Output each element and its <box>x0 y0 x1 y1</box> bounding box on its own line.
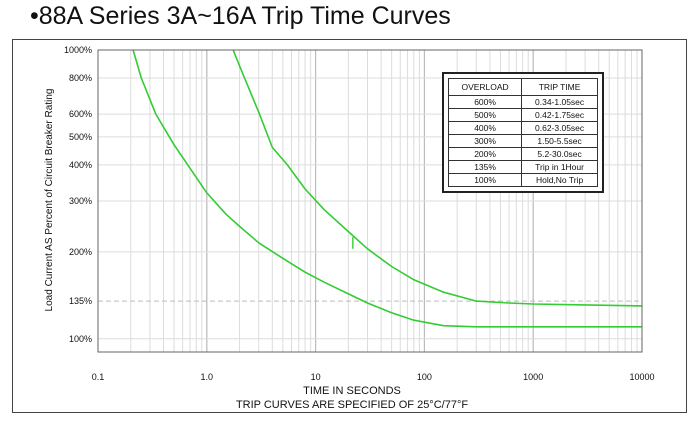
trip-time-table: OVERLOAD TRIP TIME 600% 0.34-1.05sec 500%… <box>442 72 604 193</box>
y-tick-label: 600% <box>69 109 92 119</box>
x-tick-label: 100 <box>417 372 432 382</box>
trip-time-cell: 0.62-3.05sec <box>521 121 598 135</box>
overload-cell: 100% <box>447 173 523 187</box>
table-row: 500% 0.42-1.75sec <box>447 108 598 122</box>
trip-time-cell: 0.42-1.75sec <box>521 108 598 122</box>
y-tick-label: 500% <box>69 132 92 142</box>
y-tick-label: 300% <box>69 196 92 206</box>
y-tick-label: 1000% <box>64 45 92 55</box>
table-row: 600% 0.34-1.05sec <box>447 95 598 109</box>
trip-time-cell: Trip in 1Hour <box>521 160 598 174</box>
overload-cell: 200% <box>447 147 523 161</box>
table-row: 300% 1.50-5.5sec <box>447 134 598 148</box>
overload-cell: 400% <box>447 121 523 135</box>
axis-layer: 0.1 1.0 10 100 1000 100001000%800%600%500%400… <box>64 45 655 382</box>
y-tick-label: 200% <box>69 247 92 257</box>
x-tick-label: 1.0 <box>201 372 214 382</box>
overload-cell: 135% <box>447 160 523 174</box>
trip-time-cell: 5.2-30.0sec <box>521 147 598 161</box>
y-tick-label: 100% <box>69 334 92 344</box>
y-axis-label: Load Current AS Percent of Circuit Break… <box>44 89 55 312</box>
plot-area-border <box>97 49 643 353</box>
table-header-row: OVERLOAD TRIP TIME <box>447 78 598 96</box>
trip-time-column-header: TRIP TIME <box>521 78 598 96</box>
x-tick-label: 1000 <box>523 372 543 382</box>
y-tick-label: 800% <box>69 73 92 83</box>
trip-time-cell: 1.50-5.5sec <box>521 134 598 148</box>
overload-cell: 600% <box>447 95 523 109</box>
trip-time-cell: 0.34-1.05sec <box>521 95 598 109</box>
x-tick-label: 10000 <box>629 372 654 382</box>
table-row: 135% Trip in 1Hour <box>447 160 598 174</box>
x-tick-label: 0.1 <box>92 372 105 382</box>
trip-time-cell: Hold,No Trip <box>521 173 598 187</box>
slide-title: •88A Series 3A~16A Trip Time Curves <box>30 2 451 30</box>
trip-curve-line-1 <box>132 50 642 328</box>
overload-cell: 300% <box>447 134 523 148</box>
x-tick-label: 10 <box>311 372 321 382</box>
table-row: 400% 0.62-3.05sec <box>447 121 598 135</box>
y-tick-label: 400% <box>69 160 92 170</box>
trip-curve-line-2 <box>232 50 642 307</box>
overload-cell: 500% <box>447 108 523 122</box>
table-row: 100% Hold,No Trip <box>447 173 598 187</box>
chart-caption: TRIP CURVES ARE SPECIFIED OF 25°C/77°F <box>236 399 468 411</box>
series-layer <box>132 50 642 328</box>
table-row: 200% 5.2-30.0sec <box>447 147 598 161</box>
y-tick-label: 135% <box>69 296 92 306</box>
x-axis-label: TIME IN SECONDS <box>303 385 401 397</box>
overload-column-header: OVERLOAD <box>447 78 523 96</box>
chart-frame <box>12 39 687 413</box>
